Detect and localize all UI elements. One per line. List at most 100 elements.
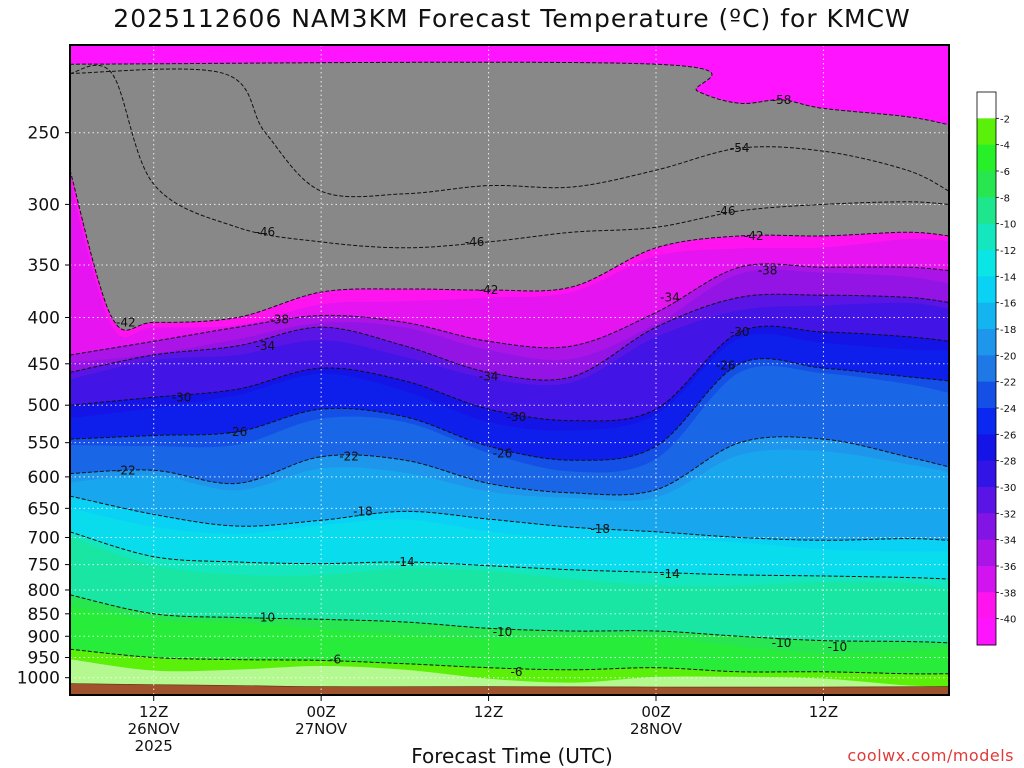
colorbar-swatch — [977, 223, 996, 251]
colorbar-legend: -2 -4 -6 -8 -10 -12 -14 -16 -18 -20 -22 -24 -26 -28 -3… — [976, 91, 1016, 646]
y-axis: 2503003504004505005506006507007508008509… — [17, 124, 70, 689]
colorbar-swatch — [977, 408, 996, 435]
colorbar-label: -8 — [1000, 193, 1010, 204]
colorbar-swatch — [977, 250, 996, 277]
isotherm-label: -10 — [772, 636, 792, 650]
colorbar-label: -28 — [1000, 457, 1016, 468]
colorbar-swatch — [977, 302, 996, 330]
grid-lines — [70, 45, 949, 695]
y-tick-label: 550 — [28, 434, 60, 454]
colorbar-label: -24 — [1000, 404, 1016, 415]
isotherm-label: -30 — [507, 410, 527, 424]
plot-area: -6 -6 -10 -10 -10 -10 -14 -14 -18 -18 -22 -22 -26 -26… — [70, 45, 949, 695]
x-tick-label: 2025 — [135, 737, 173, 755]
colorbar-label: -2 — [1000, 114, 1010, 125]
colorbar-label: -30 — [1000, 483, 1016, 494]
x-tick-label: 27NOV — [295, 720, 348, 738]
isotherm-label: -46 — [256, 225, 276, 239]
isotherm-minus18 — [70, 495, 949, 541]
x-tick-label: 28NOV — [630, 720, 683, 738]
isotherm-label: -42 — [479, 283, 499, 297]
colorbar-swatch — [977, 171, 996, 198]
isotherm-minus54 — [70, 68, 949, 198]
isotherm-label: -46 — [465, 235, 485, 249]
isotherm-minus34 — [70, 293, 949, 381]
isotherm-label: -26 — [228, 425, 248, 439]
colorbar-swatch — [977, 381, 996, 409]
colorbar-label: -18 — [1000, 325, 1016, 336]
y-tick-label: 300 — [28, 195, 60, 215]
colorbar-frame — [976, 91, 997, 646]
isotherm-label: -58 — [772, 93, 792, 107]
colorbar-swatch — [977, 618, 996, 646]
isotherm-label: -42 — [116, 315, 136, 329]
colorbar-swatch — [977, 434, 996, 462]
y-tick-label: 700 — [28, 528, 60, 548]
colorbar-swatch — [977, 92, 996, 119]
isotherm-label: -34 — [256, 339, 276, 353]
y-tick-label: 750 — [28, 556, 60, 576]
ground-fill — [70, 683, 949, 695]
y-tick-label: 450 — [28, 355, 60, 375]
x-axis-title: Forecast Time (UTC) — [411, 744, 613, 768]
isotherm-label: -42 — [744, 229, 764, 243]
isotherm-label: -26 — [716, 359, 736, 373]
plot-frame — [69, 44, 950, 696]
colorbar-label: -20 — [1000, 351, 1016, 362]
colorbar-swatch — [977, 566, 996, 593]
isotherm-label: -18 — [353, 504, 373, 518]
y-tick-label: 250 — [28, 124, 60, 144]
colorbar-swatch — [977, 592, 996, 620]
isotherm-contours: -6 -6 -10 -10 -10 -10 -14 -14 -18 -18 -22 -22 -26 -26… — [70, 61, 949, 679]
isotherm-minus22 — [70, 436, 949, 496]
isotherm-label: -26 — [493, 446, 513, 460]
colorbar-swatch — [977, 539, 996, 567]
colorbar-label: -12 — [1000, 246, 1016, 257]
isotherm-label: -14 — [660, 567, 680, 581]
isotherm-label: -34 — [660, 290, 680, 304]
colorbar-label: -36 — [1000, 562, 1016, 573]
y-tick-label: 900 — [28, 627, 60, 647]
y-tick-label: 650 — [28, 499, 60, 519]
isotherm-minus46 — [70, 64, 949, 249]
isotherm-minus30 — [70, 325, 949, 422]
colorbar-label: -10 — [1000, 220, 1016, 231]
isotherm-minus26 — [70, 358, 949, 461]
colorbar-label: -6 — [1000, 167, 1010, 178]
isotherm-label: -10 — [256, 610, 276, 624]
colorbar-label: -32 — [1000, 509, 1016, 520]
y-tick-label: 600 — [28, 468, 60, 488]
isotherm-label: -38 — [269, 312, 289, 326]
isotherm-label: -10 — [828, 640, 848, 654]
isotherm-label: -6 — [329, 653, 341, 667]
isotherm-label: -30 — [730, 325, 750, 339]
colorbar-label: -38 — [1000, 588, 1016, 599]
x-tick-label: 12Z — [139, 703, 168, 721]
x-tick-label: 00Z — [641, 703, 670, 721]
isotherm-label: -14 — [395, 555, 415, 569]
colorbar-label: -16 — [1000, 299, 1016, 310]
colorbar-swatch — [977, 144, 996, 172]
isotherm-minus14 — [70, 531, 949, 580]
colorbar-swatch — [977, 118, 996, 146]
colorbar-label: -4 — [1000, 141, 1010, 152]
colorbar-swatch — [977, 197, 996, 225]
colorbar-label: -40 — [1000, 615, 1016, 626]
colorbar-swatch — [977, 276, 996, 304]
chart-title: 2025112606 NAM3KM Forecast Temperature (… — [113, 4, 911, 33]
colorbar-label: -26 — [1000, 430, 1016, 441]
isotherm-label: -46 — [716, 204, 736, 218]
y-tick-label: 800 — [28, 581, 60, 601]
x-tick-label: 00Z — [306, 703, 335, 721]
colorbar-swatch — [977, 513, 996, 541]
isotherm-label: -54 — [730, 141, 750, 155]
isotherm-label: -38 — [758, 264, 778, 278]
y-tick-label: 400 — [28, 308, 60, 328]
isotherm-label: -6 — [510, 665, 522, 679]
ground-terrain — [70, 683, 949, 695]
isotherm-label: -22 — [116, 463, 136, 477]
colorbar-label: -34 — [1000, 536, 1016, 547]
isotherm-label: -10 — [493, 625, 513, 639]
isotherm-label: -30 — [172, 390, 192, 404]
